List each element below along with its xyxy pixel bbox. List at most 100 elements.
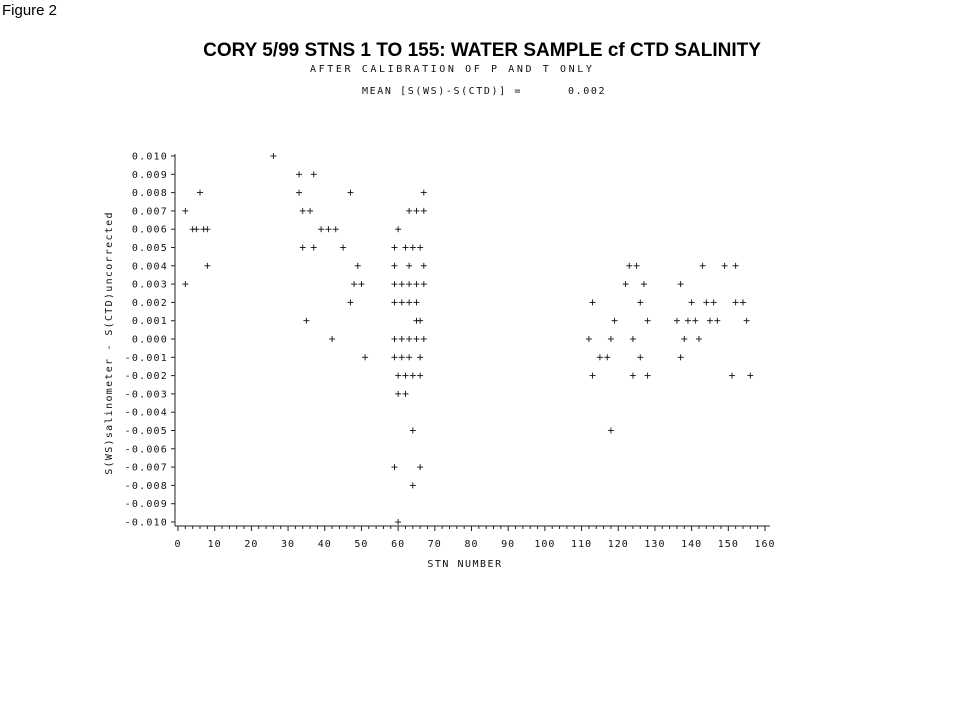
data-point [622,281,629,288]
y-tick-label: 0.009 [132,170,168,181]
data-point [398,354,405,361]
data-point [299,244,306,251]
x-tick-label: 0 [174,539,181,550]
data-point [710,299,717,306]
data-point [417,317,424,324]
data-point [677,281,684,288]
data-point [395,390,402,397]
x-tick-label: 20 [244,539,258,550]
x-axis-label: STN NUMBER [427,559,502,570]
data-point [637,354,644,361]
data-point [362,354,369,361]
data-point [332,226,339,233]
data-point [673,317,680,324]
y-tick-label: -0.006 [125,444,168,455]
x-tick-label: 80 [464,539,478,550]
data-point [391,354,398,361]
data-point [596,354,603,361]
data-point [296,171,303,178]
data-point [347,189,354,196]
data-point [677,354,684,361]
x-tick-label: 40 [318,539,332,550]
data-point [699,262,706,269]
y-tick-label: -0.005 [125,426,168,437]
data-point [406,207,413,214]
data-point [589,299,596,306]
x-tick-label: 70 [428,539,442,550]
data-point [391,336,398,342]
data-point [413,336,420,342]
data-point [688,299,695,306]
data-point [340,244,347,251]
y-tick-label: 0.003 [132,280,168,291]
y-tick-label: 0.000 [132,335,168,346]
data-point [420,207,427,214]
x-tick-label: 160 [754,539,775,550]
data-point [307,207,314,214]
y-tick-label: -0.009 [125,499,168,510]
mean-annotation-label: MEAN [S(WS)-S(CTD)] = [362,86,523,97]
data-point [391,244,398,251]
data-point [182,207,189,214]
data-point [681,336,688,342]
x-tick-labels: 0 10 20 30 40 50 60 70 80 90 100 110 120 130 140 150 160 [174,539,775,550]
data-point [391,464,398,471]
y-tick-label: -0.007 [125,463,168,474]
y-tick-label: -0.008 [125,481,168,492]
data-point [395,226,402,233]
data-point [747,372,754,379]
chart-title-text: CORY 5/99 STNS 1 TO 155: WATER SAMPLE cf… [203,40,761,61]
y-tick-label: 0.001 [132,316,168,327]
data-point [406,354,413,361]
y-tick-label: 0.010 [132,152,168,163]
y-tick-label: -0.010 [125,518,168,529]
data-point [358,281,365,288]
data-point [703,299,710,306]
data-point [351,281,358,288]
data-point [413,299,420,306]
data-point [402,244,409,251]
data-point [391,299,398,306]
data-point [391,262,398,269]
data-point [417,244,424,251]
data-point [728,372,735,379]
data-point [406,262,413,269]
data-point [406,299,413,306]
data-point [310,171,317,178]
data-point [398,336,405,342]
data-point [395,519,402,525]
data-point [395,372,402,379]
data-point [406,281,413,288]
x-tick-label: 150 [718,539,739,550]
data-point [732,299,739,306]
y-tick-label: -0.003 [125,389,168,400]
data-point [629,372,636,379]
data-point [633,262,640,269]
x-tick-label: 110 [571,539,592,550]
data-point [409,427,416,434]
data-point [706,317,713,324]
data-point [732,262,739,269]
y-tick-label: 0.008 [132,188,168,199]
data-point [409,244,416,251]
y-tick-label: 0.005 [132,243,168,254]
data-point [417,372,424,379]
data-point [402,390,409,397]
y-axis-label: S(WS)salinometer - S(CTD)uncorrected [104,211,115,475]
data-point [398,299,405,306]
data-point [695,336,702,342]
chart-title: CORY 5/99 STNS 1 TO 155: WATER SAMPLE cf… [0,40,980,62]
data-point [299,207,306,214]
data-point [303,317,310,324]
data-point [413,281,420,288]
data-point [589,372,596,379]
data-point [604,354,611,361]
figure-label: Figure 2 [2,2,58,19]
data-point [739,299,746,306]
data-point [640,281,647,288]
data-point [347,299,354,306]
x-tick-label: 50 [354,539,368,550]
data-point [607,336,614,342]
y-tick-label: -0.001 [125,353,168,364]
